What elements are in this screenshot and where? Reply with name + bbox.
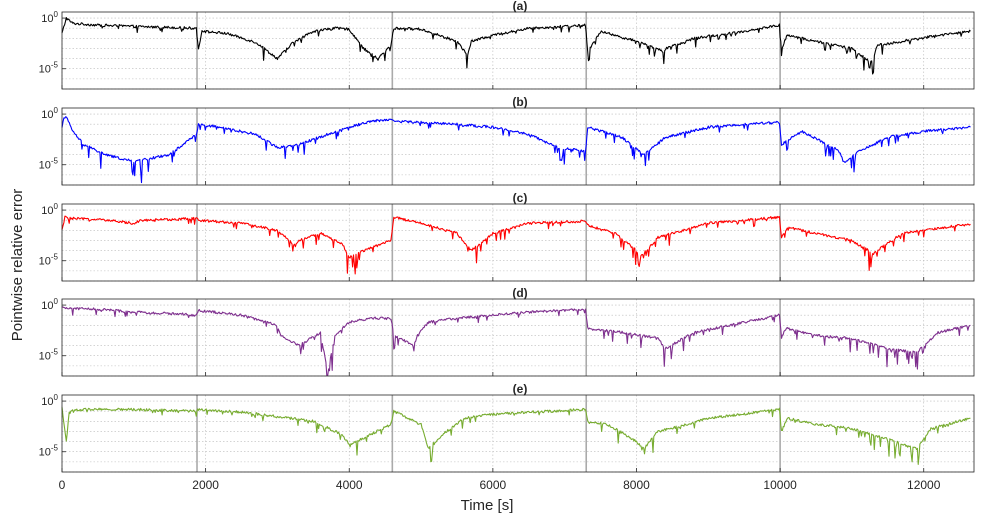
x-tick-label: 0	[59, 478, 66, 492]
y-tick-label: 10-5	[39, 444, 59, 459]
y-tick-base: 10	[39, 64, 51, 76]
y-tick-label: 100	[41, 106, 58, 121]
y-tick-base: 10	[41, 300, 53, 312]
y-tick-exponent: -5	[51, 253, 59, 262]
series-line	[61, 215, 971, 275]
panels: 10010-5(a)10010-5(b)10010-5(c)10010-5(d)…	[39, 0, 975, 492]
y-tick-label: 100	[41, 297, 58, 312]
x-tick-label: 10000	[763, 478, 797, 492]
axes-box	[61, 203, 975, 282]
x-tick-label: 6000	[480, 478, 507, 492]
y-tick-base: 10	[39, 256, 51, 268]
series-line	[61, 116, 971, 184]
y-tick-base: 10	[39, 447, 51, 459]
y-tick-exponent: -5	[51, 348, 59, 357]
y-tick-base: 10	[41, 205, 53, 217]
y-tick-base: 10	[41, 396, 53, 408]
series-line	[61, 17, 971, 75]
y-tick-exponent: 0	[54, 297, 59, 306]
y-tick-exponent: 0	[54, 10, 59, 19]
y-tick-label: 10-5	[39, 253, 59, 268]
series-line	[61, 306, 971, 377]
y-tick-label: 10-5	[39, 157, 59, 172]
x-tick-label: 12000	[907, 478, 941, 492]
series-line	[61, 407, 971, 465]
y-tick-exponent: -5	[51, 157, 59, 166]
y-tick-exponent: 0	[54, 202, 59, 211]
axes-box	[61, 107, 975, 186]
axes-box	[61, 394, 975, 473]
x-tick-label: 4000	[336, 478, 363, 492]
y-tick-label: 100	[41, 393, 58, 408]
y-tick-label: 100	[41, 202, 58, 217]
y-tick-label: 100	[41, 10, 58, 25]
axes-box	[61, 298, 975, 377]
y-tick-base: 10	[39, 160, 51, 172]
panel-title: (c)	[513, 191, 528, 205]
axes-box	[61, 11, 975, 90]
x-axis-label: Time [s]	[461, 497, 514, 514]
y-tick-label: 10-5	[39, 348, 59, 363]
y-tick-base: 10	[41, 13, 53, 25]
y-tick-exponent: 0	[54, 106, 59, 115]
y-tick-base: 10	[39, 351, 51, 363]
y-tick-label: 10-5	[39, 61, 59, 76]
panel-title: (e)	[513, 382, 528, 396]
panel-title: (d)	[512, 286, 527, 300]
y-tick-base: 10	[41, 109, 53, 121]
y-tick-exponent: 0	[54, 393, 59, 402]
x-tick-label: 2000	[192, 478, 219, 492]
y-axis-label: Pointwise relative error	[9, 189, 26, 342]
panel-title: (b)	[512, 95, 527, 109]
panel-title: (a)	[513, 0, 528, 13]
x-tick-label: 8000	[623, 478, 650, 492]
y-tick-exponent: -5	[51, 61, 59, 70]
y-tick-exponent: -5	[51, 444, 59, 453]
